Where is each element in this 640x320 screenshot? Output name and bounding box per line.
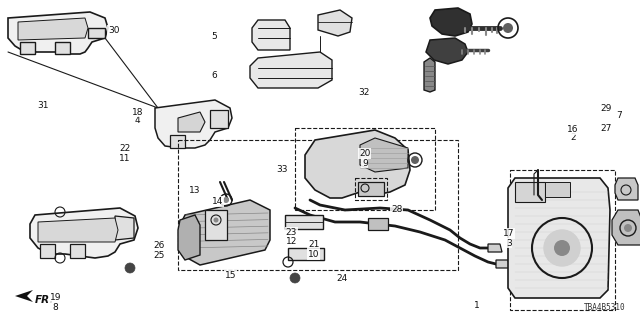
Polygon shape xyxy=(430,8,472,36)
Circle shape xyxy=(544,230,580,266)
Text: 13: 13 xyxy=(189,186,201,195)
Bar xyxy=(205,210,227,240)
Polygon shape xyxy=(18,18,88,40)
Text: 11: 11 xyxy=(119,154,131,163)
Circle shape xyxy=(411,156,419,164)
Text: 12: 12 xyxy=(285,237,297,246)
Bar xyxy=(295,128,435,210)
Text: 26: 26 xyxy=(153,241,164,250)
Text: 17: 17 xyxy=(503,229,515,238)
Polygon shape xyxy=(612,210,640,245)
Polygon shape xyxy=(426,38,468,64)
Polygon shape xyxy=(115,216,134,240)
Text: 30: 30 xyxy=(108,26,120,35)
Polygon shape xyxy=(210,110,228,128)
Text: 33: 33 xyxy=(276,165,287,174)
Polygon shape xyxy=(170,135,185,148)
Text: 27: 27 xyxy=(600,124,612,132)
Text: 7: 7 xyxy=(617,111,622,120)
Circle shape xyxy=(125,263,135,273)
Circle shape xyxy=(214,218,218,222)
Text: 21: 21 xyxy=(308,240,319,249)
Bar xyxy=(368,218,388,230)
Polygon shape xyxy=(55,42,70,54)
Text: 31: 31 xyxy=(38,101,49,110)
Polygon shape xyxy=(318,10,352,36)
Bar xyxy=(285,215,323,229)
Text: 10: 10 xyxy=(308,250,319,259)
Bar xyxy=(545,182,570,197)
Polygon shape xyxy=(15,290,33,302)
Text: 6: 6 xyxy=(212,71,217,80)
Polygon shape xyxy=(358,182,384,196)
Circle shape xyxy=(503,23,513,33)
Text: 8: 8 xyxy=(53,303,58,312)
Circle shape xyxy=(624,224,632,232)
Bar xyxy=(178,140,458,270)
Text: 18: 18 xyxy=(132,108,143,116)
Polygon shape xyxy=(360,138,408,172)
Text: 5: 5 xyxy=(212,32,217,41)
Text: 14: 14 xyxy=(212,197,223,206)
Polygon shape xyxy=(178,215,200,260)
Polygon shape xyxy=(30,208,138,258)
Text: 20: 20 xyxy=(359,149,371,158)
Text: FR.: FR. xyxy=(35,295,54,305)
Text: 29: 29 xyxy=(600,104,612,113)
Bar xyxy=(288,248,324,260)
Polygon shape xyxy=(40,244,55,258)
Text: 4: 4 xyxy=(135,116,140,125)
Text: 15: 15 xyxy=(225,271,236,280)
Polygon shape xyxy=(178,112,205,132)
Text: 16: 16 xyxy=(567,125,579,134)
Polygon shape xyxy=(615,178,638,200)
Polygon shape xyxy=(250,52,332,88)
Text: 22: 22 xyxy=(119,144,131,153)
Polygon shape xyxy=(305,130,410,198)
Bar xyxy=(510,170,615,310)
Text: 23: 23 xyxy=(285,228,297,236)
Text: 3: 3 xyxy=(506,239,511,248)
Polygon shape xyxy=(180,200,270,265)
Text: 2: 2 xyxy=(570,133,575,142)
Polygon shape xyxy=(488,244,502,252)
Text: 25: 25 xyxy=(153,252,164,260)
Polygon shape xyxy=(155,100,232,148)
Polygon shape xyxy=(8,12,108,54)
Polygon shape xyxy=(496,260,510,268)
Text: TBA4B5310: TBA4B5310 xyxy=(584,303,625,312)
Polygon shape xyxy=(38,218,118,242)
Circle shape xyxy=(554,240,570,256)
Text: 1: 1 xyxy=(474,301,479,310)
Text: 32: 32 xyxy=(358,88,369,97)
Polygon shape xyxy=(508,178,610,298)
Circle shape xyxy=(290,273,300,283)
Text: 19: 19 xyxy=(50,293,61,302)
Polygon shape xyxy=(20,42,35,54)
Polygon shape xyxy=(424,58,435,92)
Bar xyxy=(515,182,545,202)
Circle shape xyxy=(223,197,229,203)
Text: 24: 24 xyxy=(337,274,348,283)
Polygon shape xyxy=(252,20,290,50)
Polygon shape xyxy=(70,244,85,258)
Polygon shape xyxy=(88,28,105,38)
Text: 28: 28 xyxy=(391,205,403,214)
Text: 9: 9 xyxy=(362,159,367,168)
Bar xyxy=(355,178,387,200)
